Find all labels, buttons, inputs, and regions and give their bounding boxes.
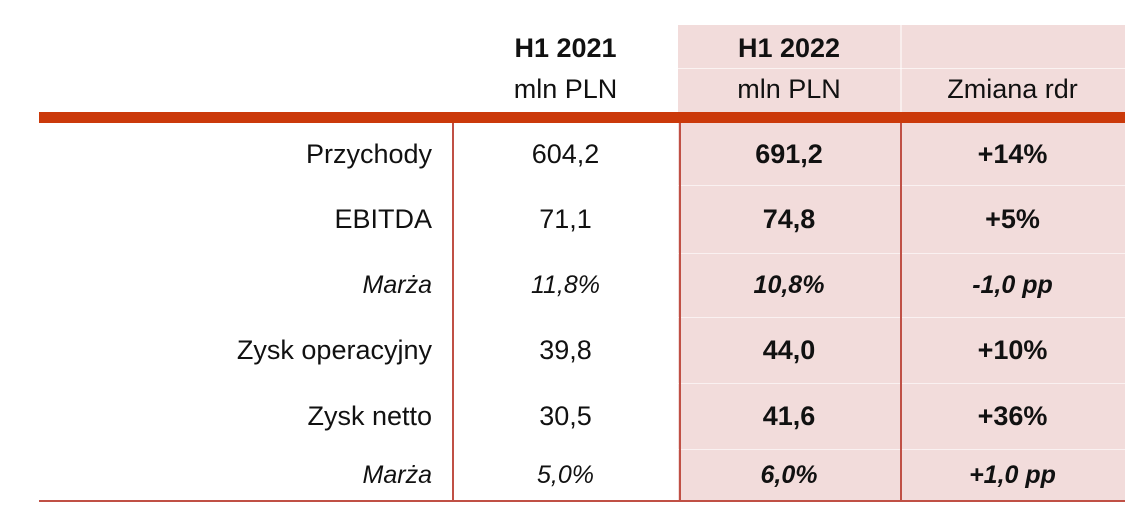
header-h1-2022: H1 2022 [737, 33, 841, 63]
header-column-divider [900, 25, 902, 112]
value-h1-2021: 30,5 [539, 400, 592, 431]
row-label: Zysk netto [307, 400, 432, 431]
value-h1-2022: 6,0% [760, 461, 818, 489]
value-change: +14% [977, 138, 1048, 169]
table-row: Marża 11,8% 10,8% -1,0 pp [39, 253, 1125, 317]
row-label: Marża [362, 461, 432, 489]
value-h1-2021: 604,2 [531, 138, 600, 169]
table-row: EBITDA 71,1 74,8 +5% [39, 185, 1125, 253]
row-label: Zysk operacyjny [236, 334, 432, 365]
value-h1-2021: 39,8 [539, 334, 592, 365]
value-h1-2022: 10,8% [753, 270, 825, 299]
value-h1-2022: 41,6 [762, 400, 816, 431]
column-divider [452, 123, 454, 502]
value-h1-2021: 71,1 [539, 203, 592, 234]
header-unit-h1-2021: mln PLN [513, 74, 618, 104]
row-label: EBITDA [334, 203, 432, 234]
bottom-border [39, 500, 1125, 502]
value-change: +36% [977, 400, 1048, 431]
value-change: +1,0 pp [969, 461, 1056, 489]
value-h1-2022: 44,0 [762, 334, 816, 365]
table-body: Przychody 604,2 691,2 +14% EBITDA 71,1 7… [39, 123, 1125, 502]
accent-bar [39, 112, 1125, 123]
value-h1-2022: 74,8 [762, 203, 816, 234]
table-row: Marża 5,0% 6,0% +1,0 pp [39, 449, 1125, 502]
value-h1-2021: 11,8% [530, 270, 601, 299]
value-change: -1,0 pp [972, 270, 1053, 299]
value-h1-2022: 691,2 [755, 138, 823, 169]
table-row: Zysk netto 30,5 41,6 +36% [39, 383, 1125, 449]
row-label: Marża [362, 270, 432, 299]
table-row: Zysk operacyjny 39,8 44,0 +10% [39, 317, 1125, 383]
value-change: +5% [985, 203, 1040, 234]
header-change-yoy: Zmiana rdr [947, 74, 1078, 104]
table-row: Przychody 604,2 691,2 +14% [39, 123, 1125, 185]
results-table: H1 2021 mln PLN H1 2022 mln PLN Zmiana r… [39, 25, 1125, 502]
value-change: +10% [977, 334, 1048, 365]
value-h1-2021: 5,0% [537, 461, 594, 489]
header-h1-2021: H1 2021 [514, 33, 617, 63]
column-divider [679, 123, 681, 502]
header-unit-h1-2022: mln PLN [737, 74, 841, 104]
column-divider [900, 123, 902, 502]
row-label: Przychody [305, 138, 432, 169]
